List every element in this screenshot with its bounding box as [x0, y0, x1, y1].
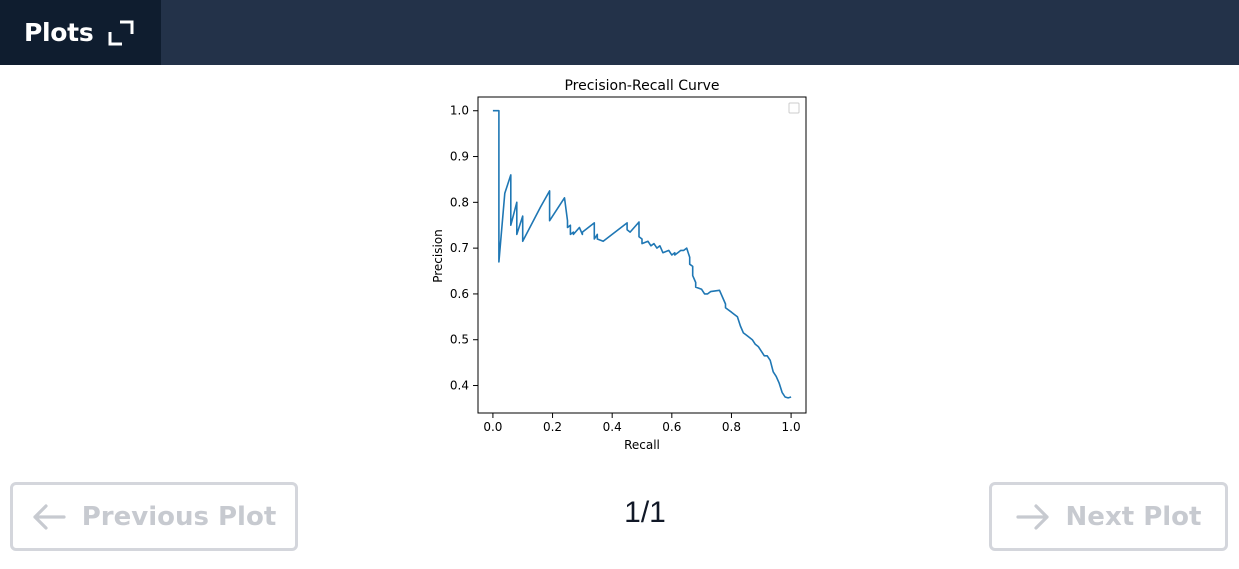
plot-image: Precision-Recall Curve 0.0 0.2 0.4 0.6 0.8 1.… [420, 66, 820, 466]
plot-counter: 1/1 [624, 496, 666, 529]
x-tick-label: 0.4 [603, 420, 622, 434]
y-tick-label: 0.5 [450, 333, 469, 347]
plot-frame [477, 96, 807, 414]
chart-title: Precision-Recall Curve [564, 78, 719, 94]
y-tick-label: 0.4 [450, 379, 469, 393]
previous-plot-label: Previous Plot [81, 501, 277, 532]
next-plot-button[interactable]: Next Plot [989, 482, 1228, 551]
arrow-right-icon [1015, 503, 1049, 530]
expand-icon[interactable] [106, 18, 136, 48]
pr-chart: Precision-Recall Curve 0.0 0.2 0.4 0.6 0.8 1.… [431, 78, 807, 452]
y-tick-label: 0.8 [450, 195, 469, 209]
x-tick-label: 0.8 [722, 420, 741, 434]
y-tick-label: 1.0 [450, 104, 469, 118]
arrow-left-icon [33, 503, 66, 530]
y-tick-label: 0.6 [450, 287, 469, 301]
top-bar: Plots [0, 0, 1239, 65]
page-title: Plots [24, 18, 94, 47]
next-plot-label: Next Plot [1065, 501, 1202, 532]
x-tick-label: 0.6 [662, 420, 681, 434]
previous-plot-button[interactable]: Previous Plot [10, 482, 298, 551]
x-axis-label: Recall [624, 438, 660, 452]
x-tick-label: 0.2 [543, 420, 562, 434]
x-tick-label: 0.0 [483, 420, 502, 434]
y-axis-ticks: 0.4 0.5 0.6 0.7 0.8 0.9 1.0 [450, 104, 478, 393]
title-cell: Plots [0, 0, 161, 65]
x-tick-label: 1.0 [782, 420, 801, 434]
pr-curve-line [492, 109, 792, 399]
legend-box [788, 102, 800, 114]
y-axis-label: Precision [431, 229, 445, 283]
y-tick-label: 0.7 [450, 241, 469, 255]
x-axis-ticks: 0.0 0.2 0.4 0.6 0.8 1.0 [483, 413, 801, 434]
y-tick-label: 0.9 [450, 150, 469, 164]
